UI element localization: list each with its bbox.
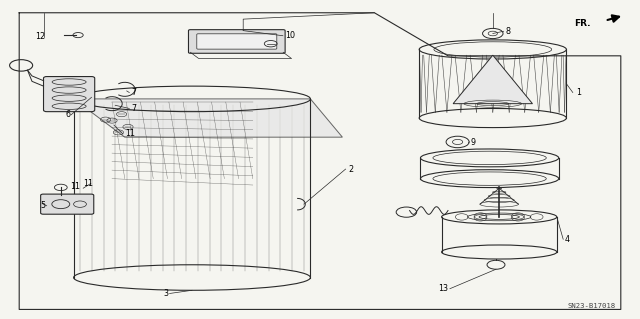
Text: 11: 11 xyxy=(125,130,135,138)
Text: 6: 6 xyxy=(66,110,71,119)
Text: SN23-B17018: SN23-B17018 xyxy=(568,303,616,308)
Text: 1: 1 xyxy=(576,88,581,97)
Text: 2: 2 xyxy=(349,165,354,174)
Text: 9: 9 xyxy=(470,138,476,147)
Text: FR.: FR. xyxy=(574,19,591,28)
Text: 12: 12 xyxy=(35,32,45,41)
Text: 8: 8 xyxy=(506,27,511,36)
FancyBboxPatch shape xyxy=(44,77,95,112)
Text: 7: 7 xyxy=(131,88,136,97)
FancyBboxPatch shape xyxy=(188,30,285,53)
Text: 13: 13 xyxy=(438,284,449,293)
Text: 4: 4 xyxy=(565,235,570,244)
FancyBboxPatch shape xyxy=(41,194,93,214)
Text: 5: 5 xyxy=(40,201,45,210)
Polygon shape xyxy=(74,99,342,137)
Text: 11: 11 xyxy=(83,179,93,188)
Polygon shape xyxy=(453,55,532,104)
FancyBboxPatch shape xyxy=(197,34,277,49)
Text: 11: 11 xyxy=(70,182,81,191)
Text: 10: 10 xyxy=(285,31,295,40)
Text: 3: 3 xyxy=(163,289,168,298)
Text: 7: 7 xyxy=(131,104,136,113)
